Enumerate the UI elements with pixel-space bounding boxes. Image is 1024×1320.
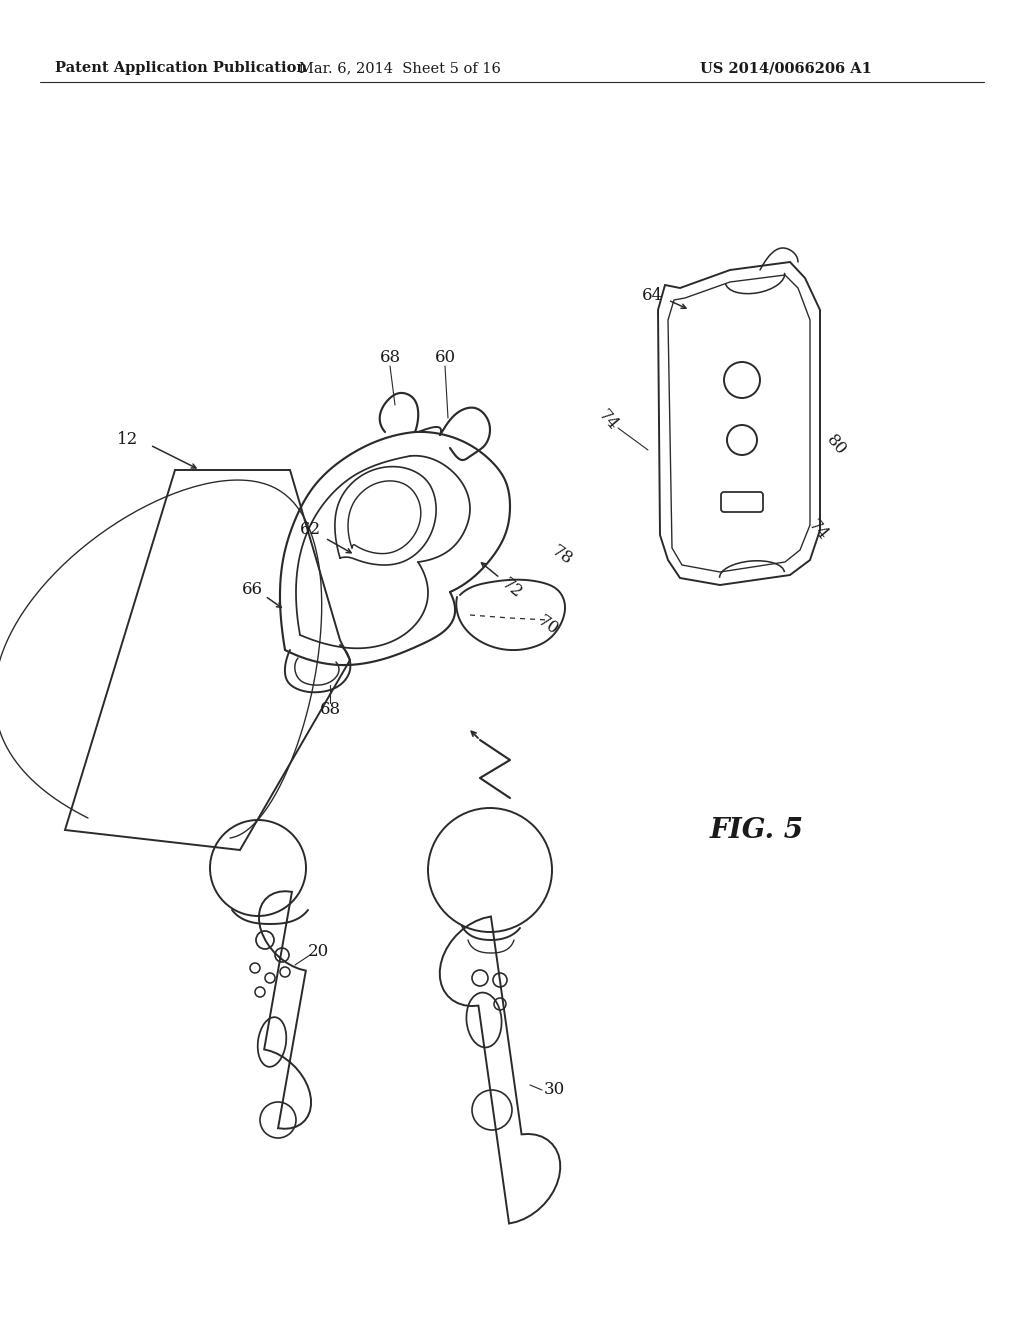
Text: Patent Application Publication: Patent Application Publication (55, 61, 307, 75)
Text: FIG. 5: FIG. 5 (710, 817, 804, 843)
Text: Mar. 6, 2014  Sheet 5 of 16: Mar. 6, 2014 Sheet 5 of 16 (299, 61, 501, 75)
Text: 74: 74 (595, 407, 622, 433)
Text: US 2014/0066206 A1: US 2014/0066206 A1 (700, 61, 871, 75)
Text: 20: 20 (307, 944, 329, 961)
Text: 72: 72 (499, 574, 525, 602)
Text: 70: 70 (535, 612, 561, 638)
Text: 68: 68 (319, 701, 341, 718)
Text: 30: 30 (544, 1081, 564, 1098)
Text: 12: 12 (118, 432, 138, 449)
Text: 78: 78 (549, 543, 575, 568)
Text: 74: 74 (805, 516, 831, 544)
Text: 80: 80 (822, 432, 849, 458)
Text: 62: 62 (299, 521, 321, 539)
Text: 64: 64 (641, 286, 663, 304)
Text: 66: 66 (242, 582, 262, 598)
Text: 60: 60 (434, 350, 456, 367)
Text: 68: 68 (380, 350, 400, 367)
